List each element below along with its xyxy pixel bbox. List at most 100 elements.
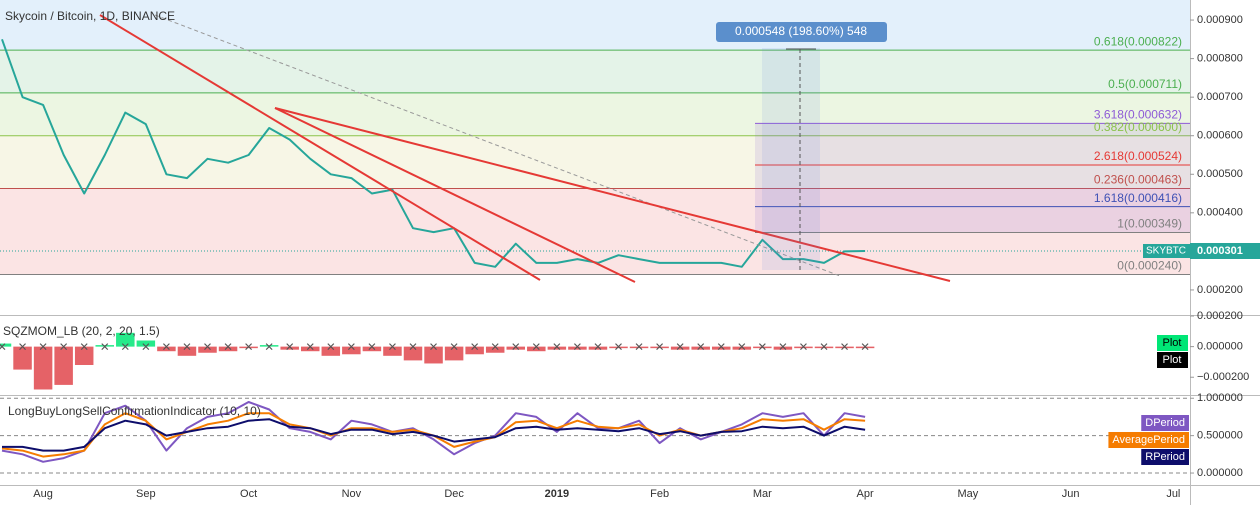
zero-cross (430, 343, 437, 351)
x-tick-label: 2019 (545, 488, 569, 500)
histogram-bar (342, 346, 361, 355)
histogram-bar (773, 346, 793, 350)
fib-zone (0, 50, 1190, 93)
last-price-tag (1190, 242, 1260, 259)
histogram-bar (33, 346, 53, 390)
histogram-bar (444, 346, 464, 361)
y-tick-label: 0.000800 (1197, 53, 1243, 65)
histogram-bar (321, 346, 341, 356)
fib-label: 0.382(0.000600) (1094, 120, 1182, 134)
histogram-bar (383, 346, 402, 356)
y-tick-label: 0.000000 (1197, 467, 1243, 479)
x-tick-label: Jul (1166, 488, 1180, 500)
y-tick-label: −0.000200 (1197, 371, 1249, 383)
histogram-bar (670, 346, 690, 350)
legend-label: AveragePeriod (1112, 434, 1185, 446)
zero-cross (286, 343, 294, 351)
y-tick-label: 0.500000 (1197, 430, 1243, 442)
drawings: 0.000548 (198.60%) 548 (99, 14, 951, 283)
legend-label: Plot (1163, 354, 1182, 366)
zero-cross (841, 343, 848, 351)
histogram-bar (403, 346, 423, 361)
measure-label: 0.000548 (198.60%) 548 (735, 24, 867, 38)
histogram-bar (0, 343, 12, 347)
fib-extension-label: 3.618(0.000632) (1094, 108, 1182, 122)
zero-cross (389, 343, 396, 351)
y-tick-label: 0.000900 (1197, 14, 1243, 26)
histogram-bar (485, 346, 505, 353)
measure-area (762, 48, 820, 270)
fib-extension-label: 2.618(0.000524) (1094, 149, 1182, 163)
trend-line (274, 107, 636, 283)
zero-cross (635, 343, 643, 351)
zero-cross (347, 343, 355, 351)
zero-cross (491, 343, 499, 351)
x-tick-label: Apr (857, 488, 874, 500)
x-tick-label: Oct (240, 488, 257, 500)
zero-cross (697, 343, 705, 351)
zero-cross (162, 343, 170, 351)
fib-extension-zone (755, 123, 1190, 233)
histogram-bar (157, 346, 176, 352)
dashed-trend-line (154, 14, 841, 277)
histogram-bar (362, 346, 382, 352)
series-line (1, 38, 866, 268)
zero-cross (573, 343, 581, 351)
chart-title: Skycoin / Bitcoin, 1D, BINANCE (5, 9, 175, 23)
histogram-bar (177, 346, 197, 356)
histogram-bar (732, 346, 752, 350)
zero-cross (204, 343, 211, 351)
zero-cross (656, 343, 664, 351)
y-tick-label: 0.000600 (1197, 130, 1243, 142)
zero-cross (245, 343, 253, 351)
zero-cross (409, 343, 417, 351)
zero-cross (80, 343, 88, 351)
zero-cross (532, 343, 540, 351)
zero-cross (265, 343, 273, 351)
y-tick-label: 0.000400 (1197, 207, 1243, 219)
histogram-bar (712, 346, 731, 350)
zero-cross (121, 343, 129, 351)
zero-cross (60, 343, 68, 351)
x-tick-label: Nov (342, 488, 362, 500)
histogram-bar (280, 346, 299, 350)
histogram-bar (568, 346, 587, 350)
histogram-bar (465, 346, 484, 355)
histogram-bar (527, 346, 546, 352)
histogram-bar (691, 346, 710, 350)
zero-cross (183, 343, 191, 351)
x-tick-label: Aug (33, 488, 53, 500)
legend-tag (1141, 415, 1189, 431)
zero-cross (717, 343, 725, 351)
legend-tag (1157, 352, 1188, 368)
fib-extension-label: 1(0.000349) (1117, 217, 1182, 231)
trend-line (99, 14, 541, 281)
measure-box (716, 22, 887, 42)
y-tick-label: 0.000700 (1197, 91, 1243, 103)
series-tag (1143, 243, 1190, 258)
zero-cross (738, 343, 746, 351)
last-price-label: 0.000301 (1197, 245, 1243, 257)
zero-cross (779, 343, 787, 351)
zero-cross (512, 343, 520, 351)
y-tick-label: 0.000200 (1197, 310, 1243, 322)
histogram-bar (424, 346, 443, 364)
histogram-bar (116, 332, 135, 347)
fib-zone (0, 188, 1190, 275)
zero-cross (471, 343, 479, 351)
histogram-bar (218, 346, 238, 352)
y-tick-label: 1.000000 (1197, 392, 1243, 404)
zero-cross (19, 343, 26, 351)
zero-cross (306, 343, 314, 351)
zero-cross (450, 343, 458, 351)
fib-label: 0.5(0.000711) (1108, 77, 1182, 91)
trend-line (274, 107, 951, 282)
x-tick-label: Mar (753, 488, 772, 500)
histogram-bar (547, 346, 567, 350)
zero-cross (594, 343, 602, 351)
fib-zone (0, 92, 1190, 136)
legend-tag (1141, 449, 1189, 465)
zero-cross (861, 343, 869, 351)
